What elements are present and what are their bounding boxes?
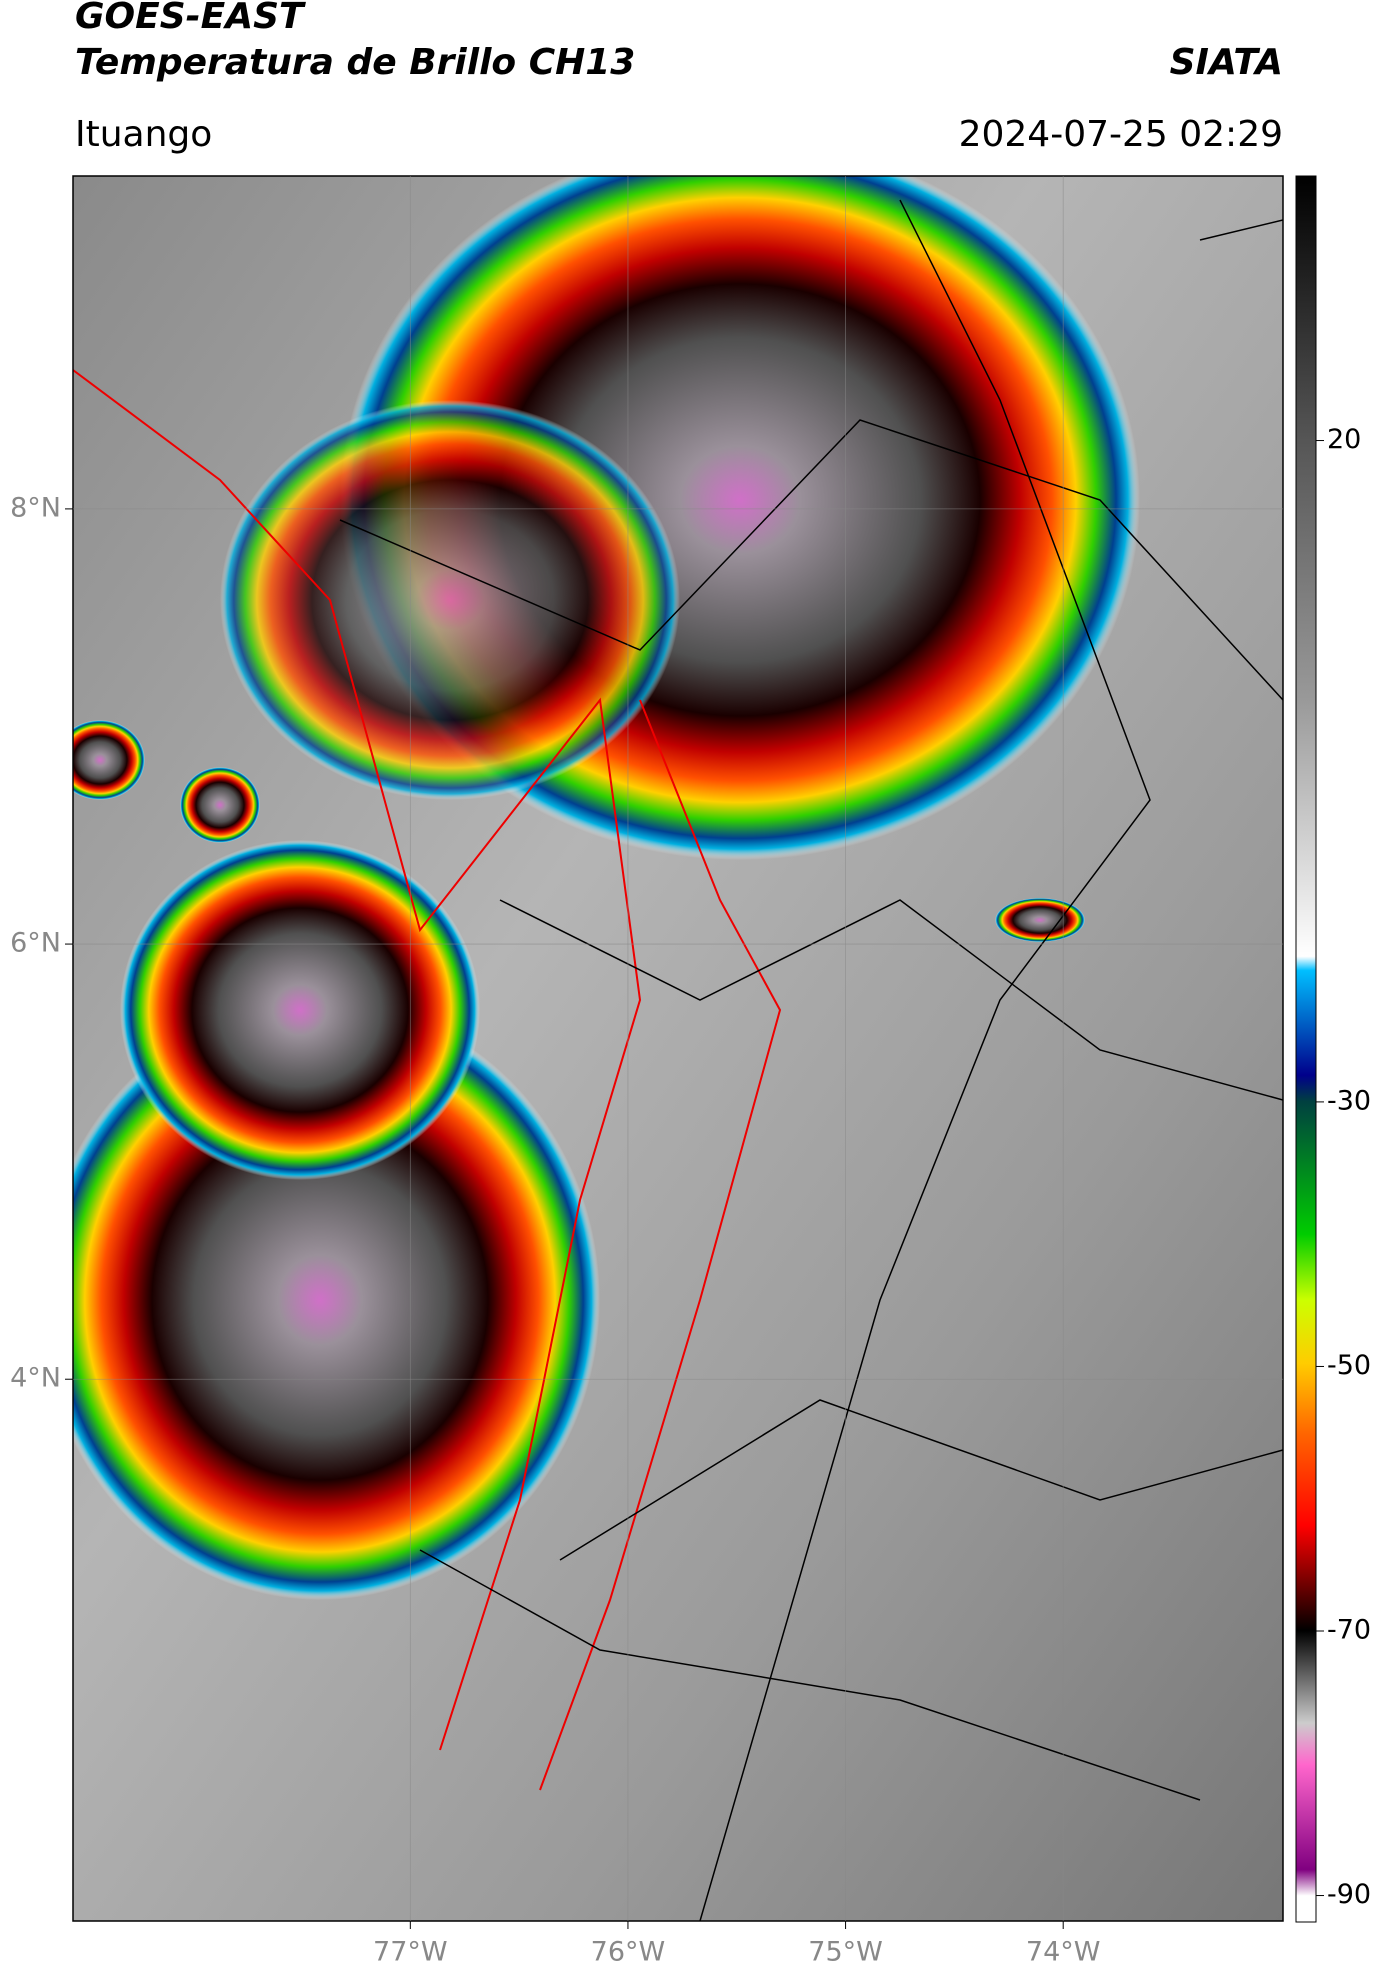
y-tick-label: 8°N bbox=[10, 492, 61, 523]
subtitle: Temperatura de Brillo CH13 bbox=[75, 42, 635, 83]
title: GOES-EAST bbox=[75, 0, 306, 37]
y-tick-label: 6°N bbox=[10, 928, 61, 959]
source: SIATA bbox=[1170, 42, 1283, 83]
colorbar-tick-label: -30 bbox=[1327, 1085, 1371, 1116]
colorbar-tick-label: -90 bbox=[1327, 1879, 1371, 1910]
map-image bbox=[73, 176, 1283, 1921]
map-frame bbox=[72, 175, 1284, 1922]
location: Ituango bbox=[75, 114, 212, 155]
x-tick-label: 74°W bbox=[1026, 1937, 1101, 1968]
x-tick-label: 77°W bbox=[373, 1937, 448, 1968]
colorbar-tick-label: 20 bbox=[1327, 424, 1361, 455]
colorbar-tick-label: -50 bbox=[1327, 1350, 1371, 1381]
datetime: 2024-07-25 02:29 bbox=[959, 114, 1283, 155]
x-tick-label: 76°W bbox=[591, 1937, 666, 1968]
colorbar bbox=[1295, 175, 1317, 1923]
x-tick-label: 75°W bbox=[808, 1937, 883, 1968]
y-tick-label: 4°N bbox=[10, 1363, 61, 1394]
colorbar-tick-label: -70 bbox=[1327, 1615, 1371, 1646]
